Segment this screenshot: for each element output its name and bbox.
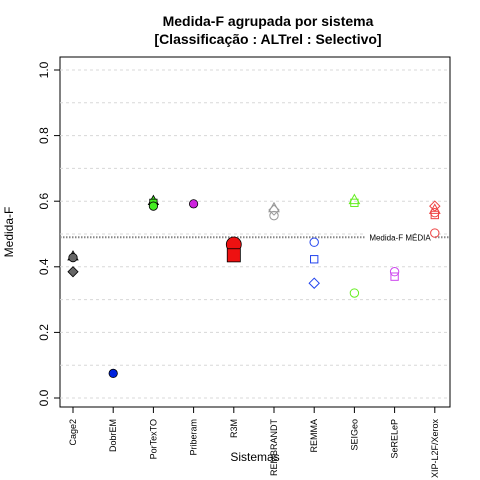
- y-tick-label: 0.4: [37, 258, 51, 275]
- data-point-triangle: [268, 201, 280, 213]
- data-point-square: [226, 248, 241, 263]
- x-tick-label: R3M: [229, 419, 239, 438]
- x-tick-label: XIP-L2F/Xerox: [430, 419, 440, 479]
- data-point-square: [390, 272, 399, 281]
- y-tick-label: 0.6: [37, 193, 51, 210]
- x-axis: Cage2 DobrEM PorTexTO Priberam R3M REMBRANDT R…: [68, 407, 440, 478]
- data-point-diamond: [268, 204, 280, 216]
- data-point-square: [310, 255, 319, 264]
- x-tick-label: DobrEM: [108, 419, 118, 452]
- data-point-circle: [389, 267, 400, 277]
- x-tick-label: Cage2: [68, 419, 78, 446]
- data-point-circle: [108, 368, 118, 378]
- y-axis-label: Medida-F: [2, 207, 16, 258]
- data-point-square: [430, 210, 439, 220]
- y-tick-label: 0.0: [37, 389, 51, 406]
- chart-subtitle: [Classificação : ALTrel : Selectivo]: [154, 31, 381, 47]
- chart-title: Medida-F agrupada por sistema: [163, 13, 374, 29]
- y-tick-label: 0.8: [37, 127, 51, 144]
- data-point-circle: [68, 253, 78, 263]
- data-point-diamond: [67, 266, 79, 278]
- data-point-square: [350, 198, 359, 208]
- plot-frame: [59, 56, 451, 408]
- x-tick-label: Priberam: [189, 419, 199, 456]
- x-tick-label: SeRELeP: [390, 419, 400, 459]
- data-point-circle: [269, 210, 279, 221]
- reference-label-bg: [365, 232, 435, 243]
- y-tick-label: 0.2: [37, 324, 51, 341]
- x-tick-label: REMMA: [309, 419, 319, 453]
- x-tick-label: REMBRANDT: [269, 419, 279, 477]
- y-tick-label: 1.0: [37, 61, 51, 78]
- data-point-circle: [430, 228, 440, 238]
- grid: [60, 69, 450, 399]
- x-tick-label: SEIGeo: [349, 419, 359, 451]
- data-point-circle: [309, 237, 319, 247]
- reference-line-group: Medida-F MÉDIA: [60, 232, 450, 243]
- data-point-circle: [430, 207, 440, 218]
- data-point-circle: [349, 288, 360, 298]
- data-points: [67, 193, 441, 378]
- x-axis-label: Sistemas: [230, 450, 279, 464]
- x-tick-label: PorTexTO: [148, 419, 158, 459]
- reference-line-label: Medida-F MÉDIA: [369, 233, 431, 242]
- y-axis: 0.0 0.2 0.4 0.6 0.8 1.0: [37, 61, 60, 406]
- data-point-circle: [148, 201, 158, 211]
- data-point-circle: [189, 199, 199, 209]
- data-point-diamond: [308, 277, 320, 289]
